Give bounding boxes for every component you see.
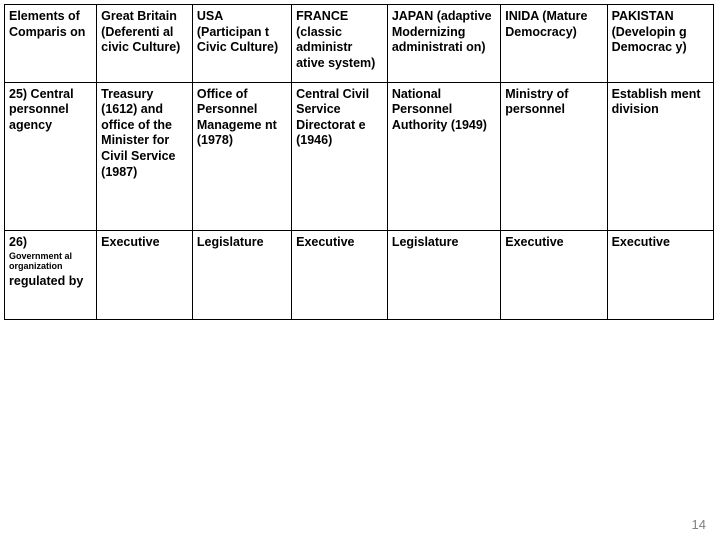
row-label-bottom: regulated by [9, 274, 83, 288]
header-cell: JAPAN (adaptive Modernizing administrati… [387, 5, 500, 83]
table-cell: National Personnel Authority (1949) [387, 82, 500, 231]
table-cell: Office of Personnel Manageme nt (1978) [192, 82, 291, 231]
header-cell: PAKISTAN (Developin g Democrac y) [607, 5, 713, 83]
table-cell: Executive [607, 231, 713, 320]
table-cell: Central Civil Service Directorat e (1946… [292, 82, 388, 231]
comparison-table: Elements of Comparis on Great Britain (D… [4, 4, 714, 320]
row-label-cell: 26) Government al organization regulated… [5, 231, 97, 320]
table-cell: Establish ment division [607, 82, 713, 231]
page-number: 14 [692, 517, 706, 532]
row-label-top: 26) [9, 235, 27, 249]
header-cell: INIDA (Mature Democracy) [501, 5, 607, 83]
table-header-row: Elements of Comparis on Great Britain (D… [5, 5, 714, 83]
table-cell: Ministry of personnel [501, 82, 607, 231]
table-row: 26) Government al organization regulated… [5, 231, 714, 320]
header-cell: USA (Participan t Civic Culture) [192, 5, 291, 83]
header-cell: Elements of Comparis on [5, 5, 97, 83]
table-cell: Legislature [192, 231, 291, 320]
table-row: 25) Central personnel agency Treasury (1… [5, 82, 714, 231]
table-cell: Treasury (1612) and office of the Minist… [97, 82, 193, 231]
table-cell: Executive [501, 231, 607, 320]
table-cell: Legislature [387, 231, 500, 320]
table-cell: Executive [97, 231, 193, 320]
comparison-table-container: Elements of Comparis on Great Britain (D… [0, 0, 720, 320]
header-cell: FRANCE (classic administr ative system) [292, 5, 388, 83]
row-label-small: Government al organization [9, 251, 92, 272]
header-cell: Great Britain (Deferenti al civic Cultur… [97, 5, 193, 83]
table-cell: Executive [292, 231, 388, 320]
row-label-cell: 25) Central personnel agency [5, 82, 97, 231]
